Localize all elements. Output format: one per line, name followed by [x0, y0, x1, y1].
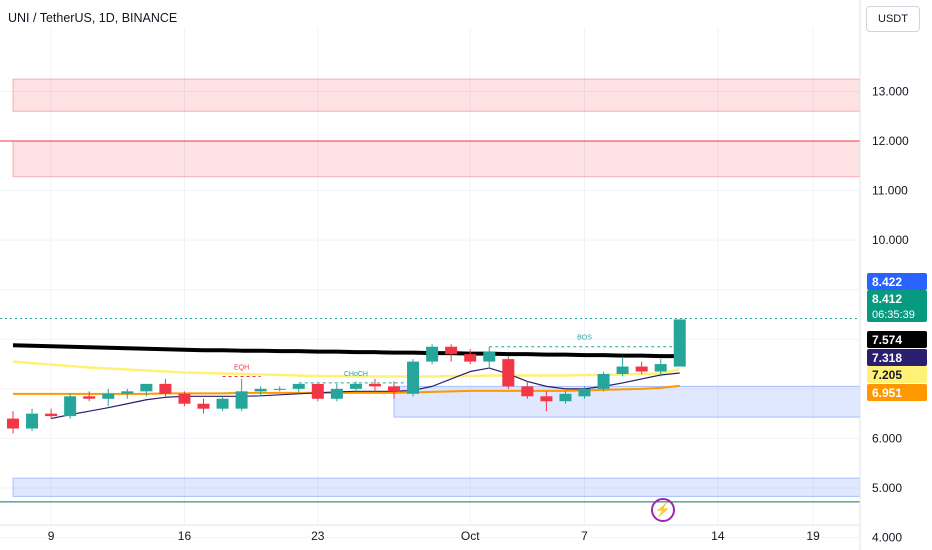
price-label-countdown: 06:35:39 [872, 309, 915, 321]
moving-average-line [12, 343, 680, 359]
candle [426, 346, 439, 362]
price-label [867, 290, 927, 322]
y-tick-label: 11.000 [872, 184, 908, 198]
candle [254, 388, 267, 392]
y-tick-label: 12.000 [872, 134, 909, 148]
x-tick-label: 9 [48, 529, 55, 543]
x-tick-label: 16 [178, 529, 192, 543]
price-label-value: 7.574 [872, 333, 902, 347]
candle [64, 396, 77, 417]
candle [635, 366, 648, 372]
price-label [867, 384, 927, 401]
y-tick-label: 6.000 [872, 431, 902, 445]
candle [540, 396, 553, 402]
demand-zone [393, 385, 861, 418]
candle [502, 359, 515, 387]
candle [578, 388, 591, 397]
candle [654, 364, 667, 372]
candle [121, 391, 134, 394]
y-tick-label: 5.000 [872, 481, 902, 495]
y-tick-label: 4.000 [872, 531, 902, 545]
candle [216, 398, 229, 409]
candle [483, 351, 496, 362]
candle [140, 383, 153, 392]
x-tick-label: 14 [711, 529, 725, 543]
y-tick-label: 10.000 [872, 233, 909, 247]
candle [83, 396, 96, 399]
candle [197, 403, 210, 409]
candle [616, 366, 629, 374]
candle [445, 346, 458, 355]
demand-zone [12, 477, 861, 497]
candle [7, 418, 19, 429]
price-label [867, 366, 927, 383]
supply-zone [12, 140, 861, 178]
price-label-value: 8.422 [872, 275, 902, 289]
candle [292, 383, 305, 389]
x-tick-label: 23 [311, 529, 325, 543]
candle [407, 361, 420, 394]
candle [349, 383, 362, 389]
annotation-label: EQH [234, 364, 249, 371]
candle [235, 391, 248, 409]
candle [388, 386, 400, 392]
currency-button[interactable]: USDT [866, 6, 920, 32]
moving-average-line [12, 360, 681, 378]
price-label-value: 8.412 [872, 292, 902, 306]
moving-average-line [50, 367, 680, 420]
candle [26, 413, 39, 429]
candle [521, 386, 534, 397]
supply-zone [12, 78, 861, 112]
candle [368, 383, 381, 387]
price-label-value: 7.318 [872, 351, 902, 365]
candle [159, 383, 172, 394]
price-label [867, 349, 927, 366]
lightning-icon[interactable]: ⚡ [651, 498, 675, 522]
x-tick-label: Oct [461, 529, 480, 543]
candle [464, 354, 477, 362]
candle [102, 393, 115, 399]
candle [311, 383, 324, 399]
candle [330, 388, 343, 399]
candle [273, 388, 286, 390]
price-label-value: 6.951 [872, 386, 902, 400]
price-label [867, 273, 927, 290]
price-label [867, 331, 927, 348]
candle [673, 319, 686, 367]
y-tick-label: 13.000 [872, 84, 909, 98]
chart-title: UNI / TetherUS, 1D, BINANCE [8, 11, 178, 25]
candle [597, 373, 610, 389]
candle [178, 393, 191, 404]
annotation-label: CHoCH [344, 371, 368, 378]
annotation-label: BOS [577, 335, 592, 342]
x-tick-label: 7 [581, 529, 588, 543]
x-tick-label: 19 [806, 529, 820, 543]
candle [45, 413, 58, 417]
candle [559, 393, 572, 402]
price-label-value: 7.205 [872, 368, 902, 382]
